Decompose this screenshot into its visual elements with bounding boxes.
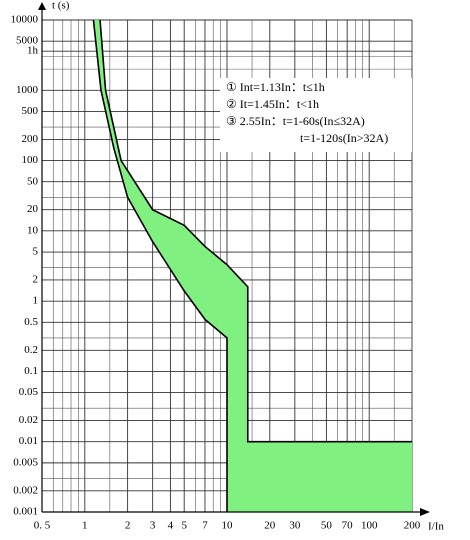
x-tick-label: 2 <box>125 520 131 532</box>
y-arrow <box>38 2 46 10</box>
y-tick-label: 20 <box>27 203 39 215</box>
y-tick-label: 50 <box>27 175 39 187</box>
y-tick-label: 5000 <box>16 35 39 47</box>
y-tick-label: 100 <box>22 154 39 166</box>
y-tick-label: 0.02 <box>19 414 38 426</box>
x-tick-label: 4 <box>168 520 174 532</box>
y-tick-label: 2 <box>33 274 39 286</box>
y-axis-title: t (s) <box>52 0 70 12</box>
y-tick-label: 1000 <box>16 84 39 96</box>
y-tick-label: 200 <box>22 133 39 145</box>
y-tick-label: 0.05 <box>19 386 39 398</box>
y-tick-label: 1h <box>27 45 39 57</box>
annotation-box <box>220 78 412 152</box>
x-tick-label: 30 <box>289 520 301 532</box>
x-axis-title: I/In <box>428 521 444 533</box>
x-tick-label: 50 <box>321 520 333 532</box>
annotation: ② It=1.45In：t<1h <box>226 97 319 111</box>
y-tick-label: 5 <box>33 246 39 258</box>
x-arrow <box>420 508 430 516</box>
y-tick-label: 0.5 <box>24 316 38 328</box>
curve <box>99 20 412 443</box>
y-tick-label: 10000 <box>11 14 39 26</box>
x-tick-label: 200 <box>404 520 421 532</box>
annotation: ③ 2.55In：t=1-60s(In≤32A) <box>226 114 365 128</box>
plot <box>92 20 412 512</box>
x-tick-label: 100 <box>361 520 378 532</box>
x-tick-label: 70 <box>342 520 354 532</box>
x-tick-label: 10 <box>222 520 234 532</box>
curve <box>92 20 228 512</box>
y-tick-label: 0.005 <box>13 456 38 468</box>
x-tick-label: 0. 5 <box>34 520 51 532</box>
y-tick-label: 0.01 <box>19 435 38 447</box>
y-tick-label: 0.002 <box>13 484 38 496</box>
y-tick-label: 0.001 <box>13 506 38 518</box>
y-tick-label: 1 <box>33 295 39 307</box>
x-tick-label: 5 <box>181 520 187 532</box>
y-tick-label: 0.2 <box>24 344 38 356</box>
y-tick-label: 10 <box>27 224 39 236</box>
x-tick-label: 1 <box>82 520 88 532</box>
band-fill <box>93 20 412 512</box>
x-tick-label: 20 <box>264 520 276 532</box>
x-tick-label: 3 <box>150 520 156 532</box>
annotation: ① Int=1.13In：t≤1h <box>226 80 325 94</box>
x-tick-label: 7 <box>202 520 208 532</box>
annotation: t=1-120s(In>32A) <box>300 131 388 145</box>
y-tick-label: 500 <box>22 105 39 117</box>
y-tick-label: 0.1 <box>24 365 38 377</box>
